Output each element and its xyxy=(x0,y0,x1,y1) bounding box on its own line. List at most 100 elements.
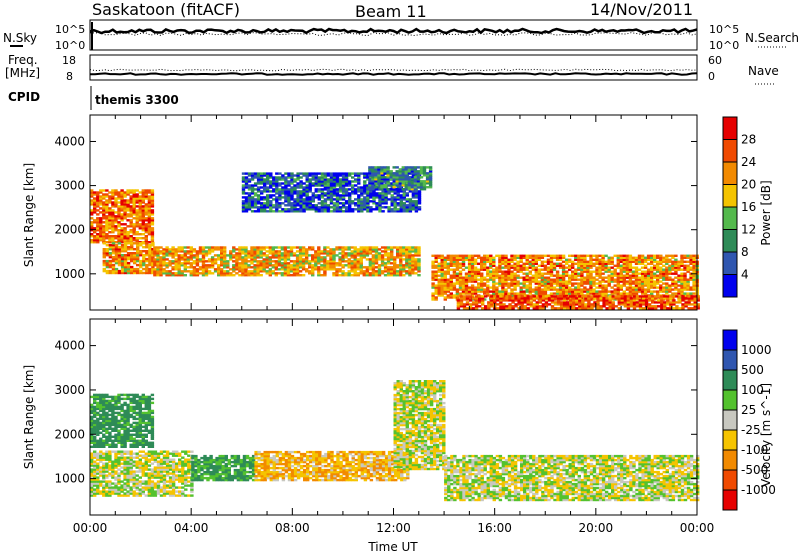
echo-cell-0 xyxy=(129,211,133,214)
echo-cell-5 xyxy=(625,268,630,271)
echo-cell-5 xyxy=(519,256,523,259)
echo-cell-3 xyxy=(348,208,352,211)
echo-cell-0 xyxy=(144,235,148,238)
echo-cell-0 xyxy=(147,231,152,234)
echo-cell-3 xyxy=(269,194,273,197)
echo-cell-5 xyxy=(495,288,499,291)
echo-cell-1 xyxy=(111,244,116,247)
echo-cell-1 xyxy=(111,246,116,249)
echo-cell-3 xyxy=(378,198,382,201)
echo-cell-5 xyxy=(565,292,569,295)
echo-cell-5 xyxy=(574,268,578,271)
echo-cell-5 xyxy=(589,290,593,293)
echo-cell-5 xyxy=(486,286,490,289)
echo-cell-1 xyxy=(102,269,106,273)
echo-cell-5 xyxy=(653,290,657,293)
echo-cell-5 xyxy=(580,260,584,263)
echo-cell-2 xyxy=(390,270,394,273)
echo-cell-5 xyxy=(470,268,475,271)
echo-cell-3 xyxy=(314,176,318,179)
echo-cell-4 xyxy=(428,180,433,183)
echo-cell-5 xyxy=(549,284,554,287)
echo-cell-5 xyxy=(443,256,447,259)
echo-cell-2 xyxy=(347,254,351,257)
echo-cell-1 xyxy=(108,265,113,269)
echo-cell-3 xyxy=(381,198,385,201)
echo-cell-6 xyxy=(596,297,600,300)
echo-cell-5 xyxy=(534,286,538,289)
echo-cell-5 xyxy=(549,282,554,285)
echo-cell-5 xyxy=(580,270,584,273)
echo-cell-2 xyxy=(210,246,215,249)
echo-cell-2 xyxy=(201,268,206,271)
echo-cell-3 xyxy=(275,204,279,207)
echo-cell-6 xyxy=(660,305,664,308)
echo-cell-5 xyxy=(643,292,648,295)
echo-cell-3 xyxy=(247,186,252,189)
echo-cell-3 xyxy=(399,202,403,205)
echo-cell-3 xyxy=(323,182,328,185)
echo-cell-0 xyxy=(138,217,142,220)
echo-cell-5 xyxy=(437,270,441,273)
echo-cell-2 xyxy=(414,264,418,267)
echo-cell-5 xyxy=(555,284,560,287)
echo-cell-6 xyxy=(471,301,476,304)
echo-cell-2 xyxy=(390,250,394,253)
echo-cell-5 xyxy=(613,290,617,293)
echo-cell-5 xyxy=(586,254,590,257)
echo-cell-4 xyxy=(368,170,372,173)
echo-cell-1 xyxy=(130,259,134,263)
echo-cell-3 xyxy=(293,204,297,207)
echo-cell-3 xyxy=(293,192,297,195)
echo-cell-3 xyxy=(287,184,291,187)
echo-cell-5 xyxy=(571,254,575,257)
echo-cell-2 xyxy=(174,248,178,251)
echo-cell-2 xyxy=(308,246,312,249)
echo-cell-0 xyxy=(132,195,136,198)
echo-cell-2 xyxy=(223,258,227,261)
echo-cell-2 xyxy=(335,248,339,251)
echo-cell-4 xyxy=(401,170,405,173)
echo-cell-5 xyxy=(486,260,490,263)
echo-cell-3 xyxy=(244,210,249,213)
echo-cell-2 xyxy=(295,266,300,269)
echo-cell-2 xyxy=(374,266,379,269)
echo-cell-5 xyxy=(516,292,520,295)
echo-cell-2 xyxy=(256,250,260,253)
echo-cell-6 xyxy=(566,303,570,306)
echo-cell-3 xyxy=(244,192,249,195)
echo-cell-2 xyxy=(268,252,272,255)
echo-cell-2 xyxy=(283,250,288,253)
echo-cell-2 xyxy=(159,270,163,273)
echo-cell-5 xyxy=(643,284,648,287)
echo-cell-3 xyxy=(256,202,261,205)
echo-cell-5 xyxy=(659,262,663,265)
echo-cell-2 xyxy=(305,268,309,271)
echo-cell-0 xyxy=(105,215,109,218)
echo-cell-6 xyxy=(623,301,628,304)
echo-cell-5 xyxy=(446,258,450,261)
echo-cell-0 xyxy=(120,189,124,192)
echo-cell-1 xyxy=(120,250,125,253)
echo-cell-2 xyxy=(232,254,236,257)
echo-cell-6 xyxy=(626,301,631,304)
echo-cell-1 xyxy=(136,250,140,253)
echo-cell-6 xyxy=(462,295,467,298)
echo-cell-2 xyxy=(289,270,294,273)
echo-cell-5 xyxy=(625,276,630,279)
echo-cell-2 xyxy=(326,266,330,269)
echo-cell-5 xyxy=(637,282,642,285)
echo-cell-3 xyxy=(284,196,288,199)
echo-cell-3 xyxy=(396,210,400,213)
echo-cell-0 xyxy=(123,203,127,206)
echo-cell-5 xyxy=(665,254,669,257)
echo-cell-2 xyxy=(347,272,351,275)
echo-cell-5 xyxy=(449,264,453,267)
echo-cell-6 xyxy=(456,303,461,306)
echo-cell-2 xyxy=(165,272,169,275)
echo-cell-0 xyxy=(105,217,109,220)
echo-cell-2 xyxy=(247,266,251,269)
echo-cell-5 xyxy=(610,266,614,269)
echo-cell-5 xyxy=(565,266,569,269)
echo-cell-2 xyxy=(320,258,324,261)
